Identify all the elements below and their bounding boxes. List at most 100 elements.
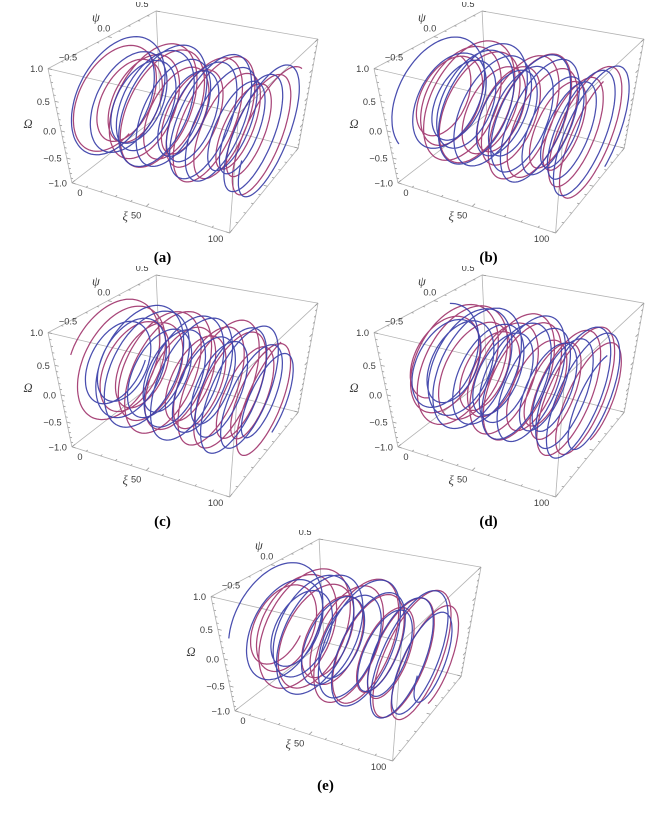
trajectory-curves <box>390 36 630 199</box>
omega-axis-label: Ω <box>186 645 195 659</box>
tick-label: 0.5 <box>362 361 375 371</box>
tick-label: 0.5 <box>362 97 375 107</box>
tick-label: 0.5 <box>135 2 148 9</box>
tick-label: −0.5 <box>58 317 76 327</box>
panel-b-caption: (b) <box>479 250 498 266</box>
panel-c: 0 50 100 −0.5 0.0 0.5 −1.0 −0.5 0.0 0.5 1.0 ξ ψ Ω (c) <box>2 266 324 530</box>
panel-d: 0 50 100 −0.5 0.0 0.5 −1.0 −0.5 0.0 0.5 1.0 ξ ψ Ω (d) <box>328 266 650 530</box>
plot-3d-panel-e: 0 50 100 −0.5 0.0 0.5 −1.0 −0.5 0.0 0.5 1.0 ξ ψ Ω <box>186 530 481 772</box>
axis-ticks <box>373 10 644 234</box>
tick-label: 0.0 <box>43 390 56 400</box>
tick-label: 0.5 <box>36 361 49 371</box>
axis-tick-labels: 0 50 100 −0.5 0.0 0.5 −1.0 −0.5 0.0 0.5 1.0 <box>356 2 549 244</box>
psi-axis-label: ψ <box>255 539 263 553</box>
plot-3d-panel-b: 0 50 100 −0.5 0.0 0.5 −1.0 −0.5 0.0 0.5 1.0 ξ ψ Ω <box>349 2 644 244</box>
xi-axis-label: ξ <box>122 473 128 487</box>
tick-label: −0.5 <box>58 53 76 63</box>
tick-label: 0.0 <box>423 288 436 298</box>
figure-row-2: 0 50 100 −0.5 0.0 0.5 −1.0 −0.5 0.0 0.5 1.0 ξ ψ Ω (c)… <box>0 266 651 530</box>
box-edges <box>373 274 644 498</box>
axis-letter-labels: ξ ψ Ω <box>186 539 291 752</box>
axis-letter-labels: ξ ψ Ω <box>349 11 454 224</box>
series-path-trajectory-blue <box>84 304 294 454</box>
tick-label: −0.5 <box>43 154 61 164</box>
tick-label: 50 <box>131 210 141 220</box>
tick-label: −1.0 <box>374 442 392 452</box>
tick-label: −0.5 <box>384 53 402 63</box>
axis-letter-labels: ξ ψ Ω <box>23 11 128 224</box>
tick-label: 1.0 <box>356 64 369 74</box>
tick-label: 1.0 <box>30 64 43 74</box>
tick-label: 0 <box>77 452 82 462</box>
tick-label: 100 <box>207 234 223 244</box>
series-path-trajectory-red <box>72 43 302 196</box>
axis-ticks <box>47 274 318 498</box>
xi-axis-label: ξ <box>122 209 128 223</box>
tick-label: 0.5 <box>135 266 148 273</box>
tick-label: 0.5 <box>298 530 311 537</box>
tick-label: 0.0 <box>97 288 110 298</box>
tick-label: 0.5 <box>199 625 212 635</box>
tick-label: 0.5 <box>461 266 474 273</box>
plot-3d-panel-c: 0 50 100 −0.5 0.0 0.5 −1.0 −0.5 0.0 0.5 1.0 ξ ψ Ω <box>23 266 318 508</box>
tick-label: −1.0 <box>374 178 392 188</box>
psi-axis-label: ψ <box>92 11 100 25</box>
trajectory-curves <box>69 298 294 457</box>
psi-axis-label: ψ <box>92 275 100 289</box>
axis-ticks <box>47 10 318 234</box>
omega-axis-label: Ω <box>23 381 32 395</box>
tick-label: −0.5 <box>369 418 387 428</box>
plot-3d-panel-d: 0 50 100 −0.5 0.0 0.5 −1.0 −0.5 0.0 0.5 1.0 ξ ψ Ω <box>349 266 644 508</box>
tick-label: 0.0 <box>369 126 382 136</box>
tick-label: 0.5 <box>461 2 474 9</box>
xi-axis-label: ξ <box>448 209 454 223</box>
panel-c-caption: (c) <box>154 514 171 530</box>
axis-tick-labels: 0 50 100 −0.5 0.0 0.5 −1.0 −0.5 0.0 0.5 1.0 <box>193 530 386 772</box>
omega-axis-label: Ω <box>349 381 358 395</box>
tick-label: 0.0 <box>369 390 382 400</box>
panel-a: 0 50 100 −0.5 0.0 0.5 −1.0 −0.5 0.0 0.5 1.0 ξ ψ Ω (a) <box>2 2 324 266</box>
tick-label: −1.0 <box>48 442 66 452</box>
tick-label: −1.0 <box>48 178 66 188</box>
tick-label: 100 <box>533 498 549 508</box>
axis-ticks <box>373 274 644 498</box>
tick-label: 0 <box>77 188 82 198</box>
trajectory-curves <box>227 562 459 721</box>
figure-grid: 0 50 100 −0.5 0.0 0.5 −1.0 −0.5 0.0 0.5 1.0 ξ ψ Ω (a)… <box>0 2 651 794</box>
panel-a-caption: (a) <box>153 250 172 266</box>
series-path-trajectory-red <box>409 303 622 457</box>
trajectory-curves <box>70 35 302 198</box>
omega-axis-label: Ω <box>349 117 358 131</box>
psi-axis-label: ψ <box>418 11 426 25</box>
tick-label: 0.5 <box>36 97 49 107</box>
figure-row-3: 0 50 100 −0.5 0.0 0.5 −1.0 −0.5 0.0 0.5 1.0 ξ ψ Ω (e) <box>0 530 651 794</box>
series-path-trajectory-red <box>249 568 459 721</box>
tick-label: 1.0 <box>193 592 206 602</box>
tick-label: −0.5 <box>43 418 61 428</box>
panel-e-caption: (e) <box>317 778 334 794</box>
axis-tick-labels: 0 50 100 −0.5 0.0 0.5 −1.0 −0.5 0.0 0.5 1.0 <box>356 266 549 508</box>
panel-b: 0 50 100 −0.5 0.0 0.5 −1.0 −0.5 0.0 0.5 1.0 ξ ψ Ω (b) <box>328 2 650 266</box>
tick-label: −0.5 <box>221 581 239 591</box>
series-path-trajectory-red <box>69 298 291 457</box>
axis-letter-labels: ξ ψ Ω <box>349 275 454 488</box>
axis-tick-labels: 0 50 100 −0.5 0.0 0.5 −1.0 −0.5 0.0 0.5 1.0 <box>30 266 223 508</box>
tick-label: 0.0 <box>97 24 110 34</box>
figure-row-1: 0 50 100 −0.5 0.0 0.5 −1.0 −0.5 0.0 0.5 1.0 ξ ψ Ω (a)… <box>0 2 651 266</box>
psi-axis-label: ψ <box>418 275 426 289</box>
series-path-trajectory-blue <box>227 562 453 719</box>
series-path-trajectory-blue <box>70 35 300 198</box>
tick-label: 1.0 <box>30 328 43 338</box>
tick-label: 50 <box>457 210 467 220</box>
tick-label: −1.0 <box>211 706 229 716</box>
series-path-trajectory-blue <box>390 36 630 197</box>
xi-axis-label: ξ <box>448 473 454 487</box>
plot-3d-panel-a: 0 50 100 −0.5 0.0 0.5 −1.0 −0.5 0.0 0.5 1.0 ξ ψ Ω <box>23 2 318 244</box>
trajectory-curves <box>409 302 622 459</box>
axis-tick-labels: 0 50 100 −0.5 0.0 0.5 −1.0 −0.5 0.0 0.5 1.0 <box>30 2 223 244</box>
tick-label: 0 <box>240 716 245 726</box>
tick-label: 50 <box>131 474 141 484</box>
tick-label: 50 <box>457 474 467 484</box>
tick-label: 1.0 <box>356 328 369 338</box>
